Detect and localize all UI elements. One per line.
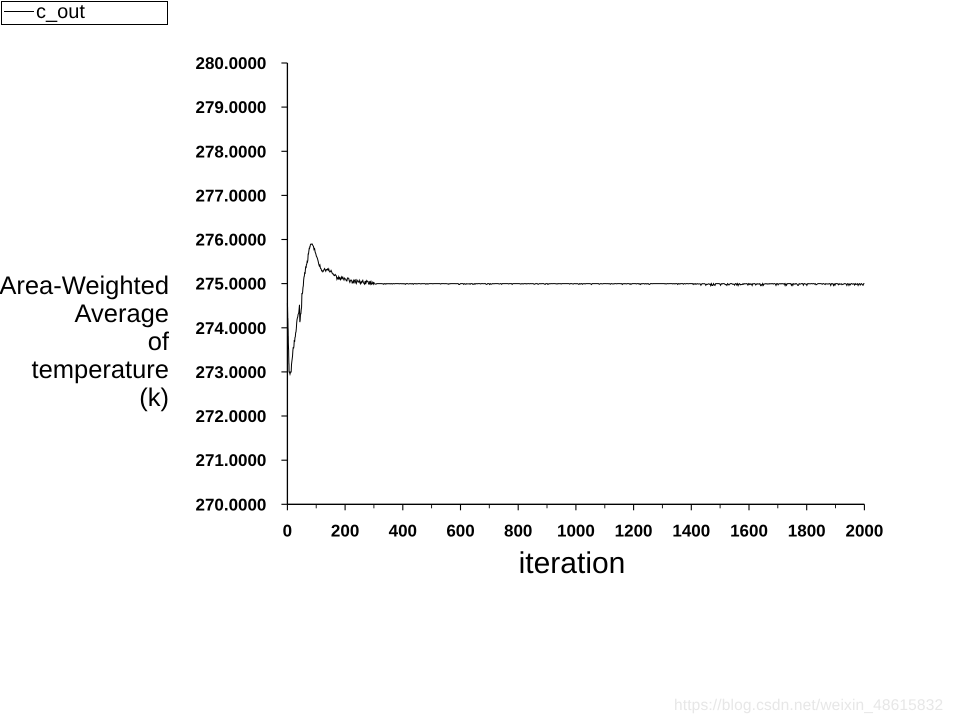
svg-text:271.0000: 271.0000 <box>195 451 266 470</box>
svg-text:278.0000: 278.0000 <box>195 142 266 161</box>
svg-text:280.0000: 280.0000 <box>195 54 266 73</box>
svg-text:800: 800 <box>504 522 532 541</box>
svg-text:276.0000: 276.0000 <box>195 231 266 250</box>
svg-text:272.0000: 272.0000 <box>195 407 266 426</box>
svg-text:600: 600 <box>446 522 474 541</box>
svg-text:400: 400 <box>389 522 417 541</box>
svg-text:275.0000: 275.0000 <box>195 275 266 294</box>
svg-text:1400: 1400 <box>672 522 710 541</box>
svg-text:0: 0 <box>283 522 292 541</box>
svg-text:1800: 1800 <box>788 522 826 541</box>
svg-text:277.0000: 277.0000 <box>195 186 266 205</box>
svg-text:1600: 1600 <box>730 522 768 541</box>
svg-text:1200: 1200 <box>615 522 653 541</box>
svg-text:270.0000: 270.0000 <box>195 495 266 514</box>
svg-text:2000: 2000 <box>845 522 883 541</box>
svg-text:273.0000: 273.0000 <box>195 363 266 382</box>
svg-text:200: 200 <box>331 522 359 541</box>
svg-text:274.0000: 274.0000 <box>195 319 266 338</box>
svg-text:1000: 1000 <box>557 522 595 541</box>
svg-text:279.0000: 279.0000 <box>195 98 266 117</box>
